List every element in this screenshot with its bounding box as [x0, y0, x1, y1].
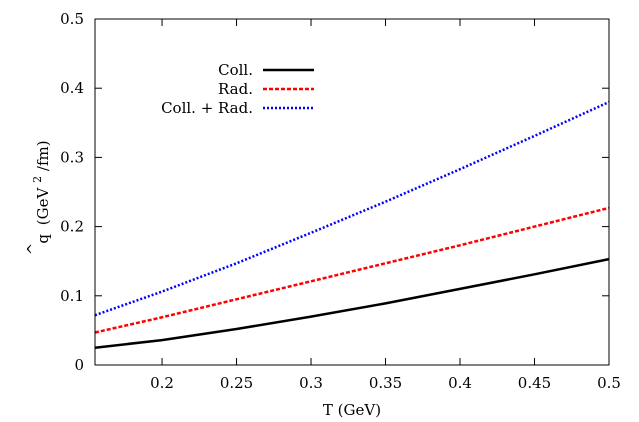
y-axis-symbol: q [34, 234, 52, 244]
x-tick-label: 0.2 [150, 374, 174, 392]
series-1 [94, 206, 610, 334]
legend: Coll.Rad.Coll. + Rad. [161, 61, 314, 117]
y-tick-label: 0.1 [60, 287, 84, 305]
x-tick-label: 0.25 [220, 374, 253, 392]
axis-ticks: 0.2 0.25 0.3 0.35 0.4 0.45 0.5 0 0.1 0.2 0.3 0.4 0.5 [60, 10, 621, 392]
x-axis-label: T (GeV) [323, 401, 381, 419]
y-tick-label: 0.3 [60, 148, 84, 166]
legend-label: Rad. [218, 80, 253, 98]
x-tick-label: 0.3 [299, 374, 323, 392]
y-tick-label: 0.2 [60, 218, 84, 236]
y-axis-label: ^ q (GeV 2 /fm) [24, 140, 52, 255]
series-line [94, 206, 610, 334]
y-axis-unit-suffix: /fm) [34, 140, 52, 171]
series-2 [94, 100, 610, 317]
y-axis-label-hat: ^ [24, 243, 42, 256]
legend-label: Coll. + Rad. [161, 99, 253, 117]
y-axis-label-text: q (GeV 2 /fm) [27, 140, 52, 243]
x-tick-label: 0.45 [518, 374, 551, 392]
x-tick-label: 0.4 [448, 374, 472, 392]
series-line [94, 100, 610, 317]
y-axis-unit-prefix: (GeV [34, 186, 52, 225]
y-tick-label: 0 [74, 356, 84, 374]
y-tick-label: 0.4 [60, 79, 84, 97]
plot-marks [94, 100, 610, 349]
series-0 [94, 257, 610, 349]
x-tick-label: 0.5 [597, 374, 621, 392]
plot-frame [94, 18, 610, 366]
y-axis-unit-sup: 2 [31, 176, 44, 183]
y-tick-label: 0.5 [60, 10, 84, 28]
series-line [94, 257, 610, 349]
x-tick-label: 0.35 [369, 374, 402, 392]
legend-label: Coll. [218, 61, 253, 79]
